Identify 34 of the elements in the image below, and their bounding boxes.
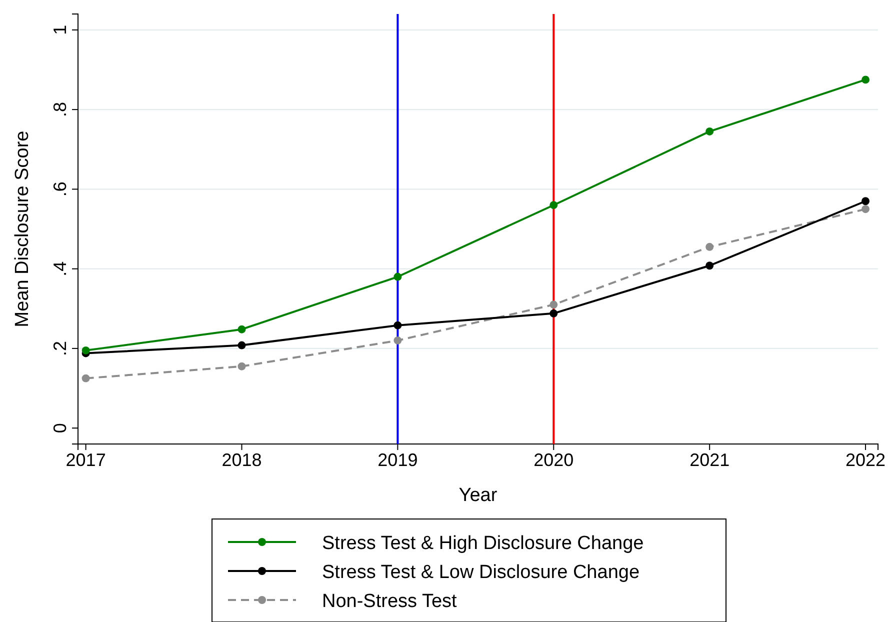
point xyxy=(550,300,558,309)
y-tick-label: .2 xyxy=(50,340,70,356)
point xyxy=(82,374,90,382)
x-tick-label: 2017 xyxy=(66,450,106,470)
x-tick-label: 2022 xyxy=(846,450,886,470)
point xyxy=(706,127,714,136)
point xyxy=(862,205,870,214)
point xyxy=(550,201,558,210)
x-tick-label: 2021 xyxy=(690,450,730,470)
y-tick-label: 1 xyxy=(50,24,70,35)
legend-label: Stress Test & High Disclosure Change xyxy=(322,533,644,554)
x-tick-label: 2018 xyxy=(222,450,262,470)
y-tick-label: .6 xyxy=(50,182,70,197)
point xyxy=(550,309,558,318)
x-axis-title: Year xyxy=(458,485,498,506)
point xyxy=(706,242,714,251)
legend-label: Non-Stress Test xyxy=(322,591,458,612)
point xyxy=(394,321,402,330)
legend-label: Stress Test & Low Disclosure Change xyxy=(322,562,640,583)
point xyxy=(862,197,870,206)
point xyxy=(394,336,402,344)
y-axis-title: Mean Disclosure Score xyxy=(12,130,33,328)
x-tick-label: 2019 xyxy=(378,450,418,470)
y-tick-label: .4 xyxy=(50,261,70,276)
point xyxy=(238,325,246,334)
y-tick-label: .8 xyxy=(50,102,70,118)
point xyxy=(706,262,714,270)
y-tick-label: 0 xyxy=(50,423,70,434)
point xyxy=(394,272,402,281)
x-tick-label: 2020 xyxy=(534,450,574,470)
point xyxy=(238,362,246,370)
point xyxy=(82,346,90,354)
point xyxy=(862,76,870,84)
point xyxy=(238,341,246,350)
